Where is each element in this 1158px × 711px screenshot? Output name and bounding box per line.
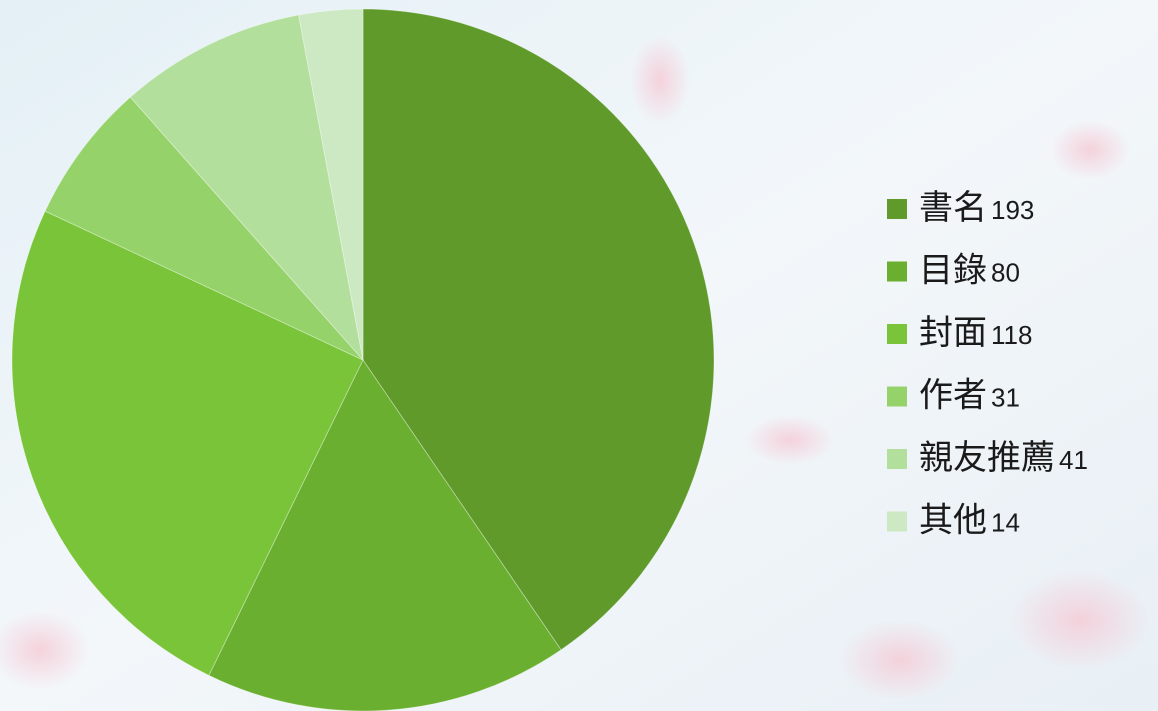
legend-swatch bbox=[887, 324, 907, 344]
legend-label: 親友推薦 bbox=[919, 438, 1055, 478]
legend-swatch bbox=[887, 449, 907, 469]
legend-swatch bbox=[887, 512, 907, 532]
pie bbox=[12, 9, 714, 711]
legend-swatch bbox=[887, 387, 907, 407]
chart: 書名193目錄80封面118作者31 親友推薦41 其他14 bbox=[0, 0, 1158, 711]
legend-label: 封面 bbox=[919, 313, 987, 353]
legend-value: 14 bbox=[991, 507, 1020, 537]
legend-label: 其他 bbox=[919, 501, 987, 541]
legend-swatch bbox=[887, 199, 907, 219]
legend-value: 80 bbox=[991, 257, 1020, 287]
legend-label: 目錄 bbox=[919, 251, 987, 291]
legend-value: 193 bbox=[991, 195, 1034, 225]
legend-value: 118 bbox=[991, 320, 1032, 350]
legend-value: 31 bbox=[991, 382, 1020, 412]
legend-label: 作者 bbox=[919, 376, 987, 416]
legend-value: 41 bbox=[1059, 445, 1088, 475]
legend-swatch bbox=[887, 262, 907, 282]
legend-label: 書名 bbox=[919, 188, 987, 228]
